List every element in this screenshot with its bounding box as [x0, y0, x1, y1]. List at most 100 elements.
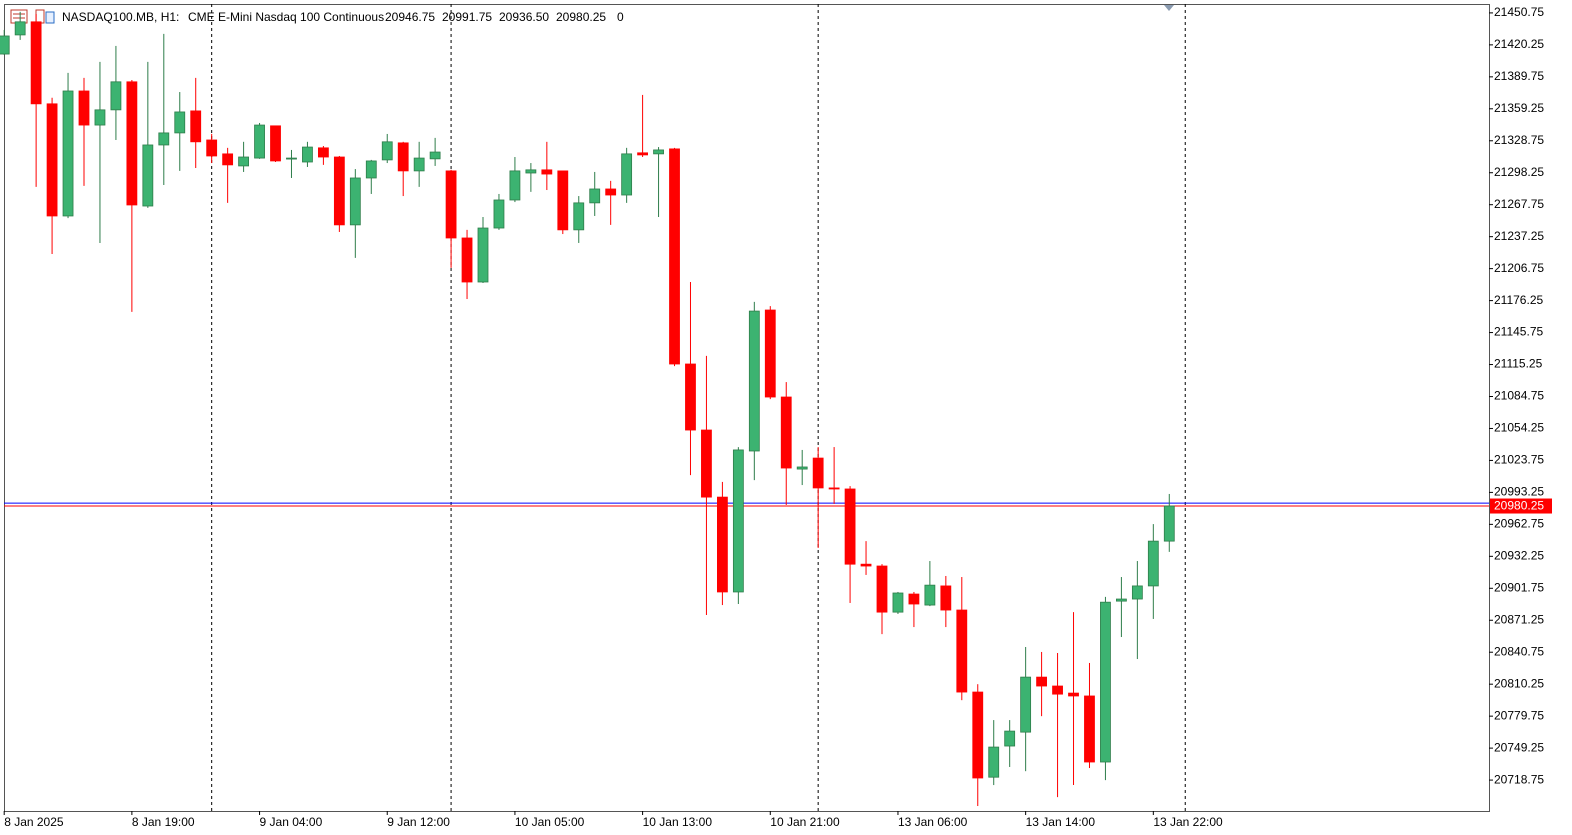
candle-body	[365, 160, 377, 179]
y-tick-label: 20871.25	[1494, 612, 1544, 626]
candle-body	[0, 35, 10, 55]
candle-body	[701, 429, 712, 498]
candle-body	[110, 81, 122, 111]
candle-body	[1020, 676, 1032, 733]
candle-body	[573, 202, 585, 231]
candle-body	[541, 169, 553, 175]
x-tick-label: 8 Jan 2025	[4, 815, 64, 829]
x-tick-label: 13 Jan 22:00	[1153, 815, 1223, 829]
candle-body	[190, 110, 202, 143]
candle-body	[828, 487, 840, 490]
candle-body	[1036, 676, 1047, 687]
candle-body	[812, 457, 824, 489]
candle-body	[717, 496, 728, 593]
candle-body	[924, 584, 936, 606]
icon-chart	[35, 9, 45, 24]
y-tick-label: 21389.75	[1494, 69, 1544, 83]
candle-body	[333, 156, 345, 226]
y-tick-label: 21145.75	[1494, 325, 1543, 339]
price-tag	[1490, 498, 1552, 514]
candle-body	[317, 147, 329, 158]
x-tick-label: 8 Jan 19:00	[132, 815, 195, 829]
close-label: 20980.25	[556, 10, 606, 24]
x-tick-label: 10 Jan 13:00	[643, 815, 713, 829]
y-tick-label: 21359.25	[1494, 101, 1544, 115]
x-tick-label: 9 Jan 12:00	[387, 815, 450, 829]
x-tick-label: 13 Jan 14:00	[1026, 815, 1096, 829]
y-tick-label: 21054.25	[1494, 421, 1544, 435]
y-tick-label: 20962.75	[1494, 517, 1544, 531]
y-tick-label: 20749.25	[1494, 740, 1544, 754]
candle-body	[461, 237, 473, 283]
candle-body	[1068, 692, 1079, 697]
candle-body	[860, 563, 872, 567]
candle-body	[509, 170, 521, 201]
candle-body	[972, 691, 984, 779]
candle-body	[46, 103, 58, 217]
candle-body	[222, 153, 234, 166]
candle-body	[1131, 585, 1143, 600]
candle-body	[621, 153, 633, 196]
candle-body	[254, 124, 265, 159]
low-label: 20936.50	[499, 10, 549, 24]
candle-body	[1084, 695, 1095, 763]
candle-body	[589, 188, 601, 204]
price-tag-label: 20980.25	[1494, 499, 1544, 513]
candle-body	[381, 141, 393, 161]
y-tick-label: 21237.25	[1494, 229, 1544, 243]
candle-body	[286, 157, 297, 160]
candle-body	[637, 152, 648, 156]
candle-body	[748, 310, 760, 452]
candle-body	[477, 227, 489, 283]
candle-body	[844, 488, 856, 565]
candle-body	[732, 449, 744, 593]
candle-body	[557, 170, 569, 231]
candle-body	[62, 90, 74, 217]
candle-body	[1004, 730, 1016, 747]
y-tick-label: 21267.75	[1494, 197, 1544, 211]
open-label: 20946.75	[385, 10, 435, 24]
y-tick-label: 20810.25	[1494, 676, 1544, 690]
candle-body	[796, 466, 808, 470]
x-tick-label: 9 Jan 04:00	[260, 815, 323, 829]
candle-body	[174, 111, 186, 134]
candle-body	[908, 593, 920, 605]
candle-body	[525, 169, 537, 174]
candle-body	[1147, 540, 1159, 587]
y-tick-label: 21298.25	[1494, 165, 1544, 179]
candle-body	[413, 157, 425, 172]
candle-body	[158, 132, 170, 146]
volume-label: 0	[617, 10, 624, 24]
candle-body	[78, 90, 90, 126]
symbol: NASDAQ100.MB, H1:	[62, 10, 179, 24]
candle-body	[238, 156, 250, 167]
x-tick-label: 13 Jan 06:00	[898, 815, 968, 829]
icon-menu	[10, 9, 28, 24]
candle-body	[142, 144, 154, 207]
y-tick-label: 20932.25	[1494, 548, 1544, 562]
candle-body	[764, 309, 776, 398]
y-tick-label: 21420.25	[1494, 37, 1544, 51]
candle-body	[14, 21, 26, 36]
candle-body	[988, 746, 1000, 778]
candle-body	[653, 149, 664, 155]
y-tick-label: 20718.75	[1494, 772, 1544, 786]
candle-body	[892, 592, 904, 613]
y-tick-label: 21023.75	[1494, 453, 1544, 467]
description: CME E-Mini Nasdaq 100 Continuous	[188, 10, 384, 24]
y-tick-label: 20993.25	[1494, 485, 1544, 499]
candle-body	[206, 139, 218, 157]
plot-frame	[4, 4, 1490, 812]
candle-body	[685, 363, 696, 431]
candle-body	[876, 565, 888, 613]
candle-body	[445, 170, 457, 239]
candle-body	[1163, 505, 1175, 542]
candle-body	[429, 151, 441, 160]
candle-body	[940, 585, 952, 611]
y-tick-label: 20840.75	[1494, 644, 1544, 658]
y-tick-label: 21176.25	[1494, 293, 1543, 307]
shift-marker	[1164, 5, 1174, 11]
y-tick-label: 20779.75	[1494, 708, 1544, 722]
